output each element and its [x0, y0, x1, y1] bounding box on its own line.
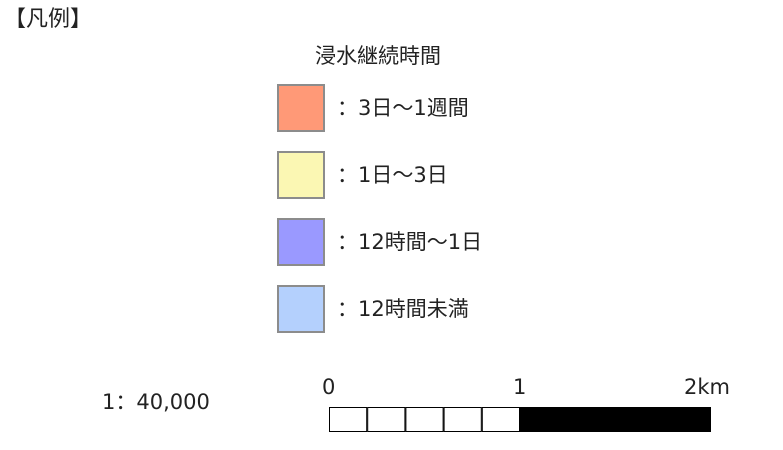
scale-bar-segment: [520, 407, 711, 432]
legend-item: ：1日～3日: [277, 151, 482, 199]
scale-bar-segment: [329, 407, 368, 432]
scale-bar-segment: [481, 407, 521, 432]
legend-label: ：3日～1週間: [337, 96, 469, 120]
legend-title: 浸水継続時間: [315, 44, 441, 68]
scale-ratio: 1：40,000: [102, 390, 210, 414]
scale-bar: [329, 407, 711, 432]
legend-list: ：3日～1週間 ：1日～3日 ：12時間～1日 ：12時間未満: [277, 84, 482, 333]
legend-item: ：3日～1週間: [277, 84, 482, 132]
scale-tick-label: 1: [513, 375, 527, 399]
legend-swatch: [277, 151, 325, 199]
legend-item: ：12時間～1日: [277, 218, 482, 266]
scale-bar-segment: [405, 407, 444, 432]
legend-swatch: [277, 285, 325, 333]
legend-label: ：1日～3日: [337, 163, 448, 187]
legend-heading: 【凡例】: [4, 7, 93, 32]
scale-tick-label: 0: [322, 375, 336, 399]
scale-bar-segment: [367, 407, 406, 432]
legend-label: ：12時間～1日: [337, 230, 483, 254]
scale-tick-label: 2km: [684, 375, 730, 399]
scale-bar-segment: [443, 407, 482, 432]
legend-label: ：12時間未満: [337, 297, 469, 321]
legend-swatch: [277, 218, 325, 266]
legend-item: ：12時間未満: [277, 285, 482, 333]
legend-swatch: [277, 84, 325, 132]
